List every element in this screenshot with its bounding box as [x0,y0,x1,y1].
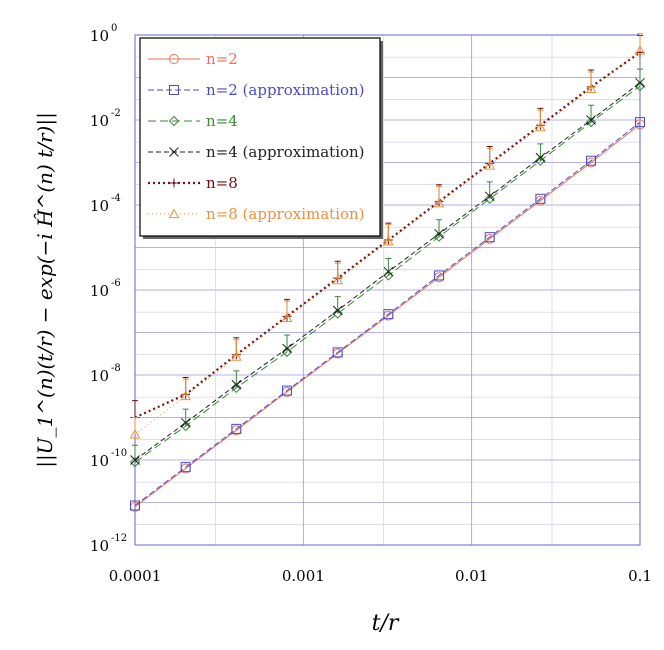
data-point-x [332,305,343,316]
y-tick-label: 10 [90,537,109,555]
data-point-square [130,500,140,511]
data-point-triangle [484,159,496,170]
data-point-diamond [585,116,597,128]
series-line [134,121,641,506]
data-point-square [169,85,179,95]
y-tick-label: 10 [90,282,109,300]
error-bar [182,378,189,397]
data-point-square [434,270,445,281]
y-tick-exponent: -2 [111,108,121,119]
data-point-diamond [484,193,495,204]
legend-entry-label: n=2 (approximation) [206,81,365,99]
error-bar [284,300,291,318]
legend: n=2 n=2 (approximation) n=4 n=4 (approximat… [139,37,383,239]
series-3 [130,77,645,465]
legend-entry-label: n=4 [206,112,238,130]
error-bar [588,71,595,89]
y-tick-exponent: -10 [111,448,127,459]
data-point-diamond [433,231,445,242]
plot-frame [134,34,641,546]
y-tick-label: 10 [90,452,109,470]
data-point-diamond [168,115,180,127]
error-bar [385,223,392,242]
data-point-square [586,155,597,166]
y-tick-exponent: 0 [111,23,117,34]
data-point-triangle [180,390,192,401]
x-tick-label: 0.0001 [109,567,162,585]
y-tick-label: 10 [90,197,109,215]
data-point-triangle [433,197,445,208]
data-point-square [635,117,645,128]
data-point-x [635,77,645,88]
y-tick-exponent: -12 [111,533,127,544]
series-layer [129,33,646,512]
x-tick-label: 0.001 [282,567,325,585]
error-bar [385,258,392,276]
data-point-square [332,347,343,358]
error-bar [637,33,643,51]
data-point-circle [169,54,179,64]
data-point-triangle [383,235,394,246]
data-point-plus [169,178,179,188]
data-point-x [586,115,596,125]
data-point-x [434,228,444,239]
data-point-square [180,462,191,473]
data-point-triangle [585,83,597,93]
data-point-diamond [129,456,141,468]
y-axis-label: ||U_1^(n)(t/r) − exp(−i Ĥ^(n) t/r)|| [33,112,58,468]
legend-box [139,37,381,237]
legend-entry-label: n=8 [206,174,238,192]
data-point-diamond [231,382,242,394]
data-point-triangle [129,428,141,439]
data-point-triangle [634,45,646,55]
x-tick-label: 0.01 [455,567,488,585]
data-point-x [282,343,292,354]
y-tick-label: 10 [90,367,109,385]
data-point-x [169,147,179,157]
error-bar [436,185,443,204]
legend-entry-label: n=2 [206,50,238,68]
data-point-x [484,191,495,202]
data-point-square [282,385,293,396]
data-point-triangle [332,274,344,285]
data-point-x [130,455,140,465]
data-point-x [535,152,546,163]
data-point-diamond [535,155,546,166]
x-tick-label: 0.1 [628,567,652,585]
data-point-square [231,423,242,434]
data-point-triangle [281,312,293,323]
y-tick-label: 10 [90,112,109,130]
data-point-x [180,417,191,428]
y-tick-label: 10 [90,27,109,45]
series-line [134,124,641,508]
data-point-square [383,309,394,320]
series-5 [129,33,646,439]
x-axis-label: t/r [372,611,400,636]
data-point-triangle [230,351,242,361]
data-point-diamond [332,308,343,319]
legend-entry-label: n=4 (approximation) [206,143,365,161]
data-point-triangle [535,121,546,132]
error-bar [537,109,544,128]
data-point-x [231,379,242,390]
data-point-square [535,193,546,204]
data-point-triangle [168,208,180,219]
data-point-diamond [383,270,394,281]
legend-entry-label: n=8 (approximation) [206,205,365,223]
y-tick-exponent: -6 [111,278,121,289]
y-tick-exponent: -8 [111,363,121,374]
error-bar [132,417,138,435]
y-tick-exponent: -4 [111,193,121,204]
x-tick-labels: 0.0001 0.001 0.01 0.1 [109,567,652,585]
data-point-square [484,232,495,243]
error-bar [486,148,493,166]
error-bar [334,262,341,281]
data-point-x [383,266,394,277]
error-bar [233,339,240,357]
series-1 [130,117,645,511]
